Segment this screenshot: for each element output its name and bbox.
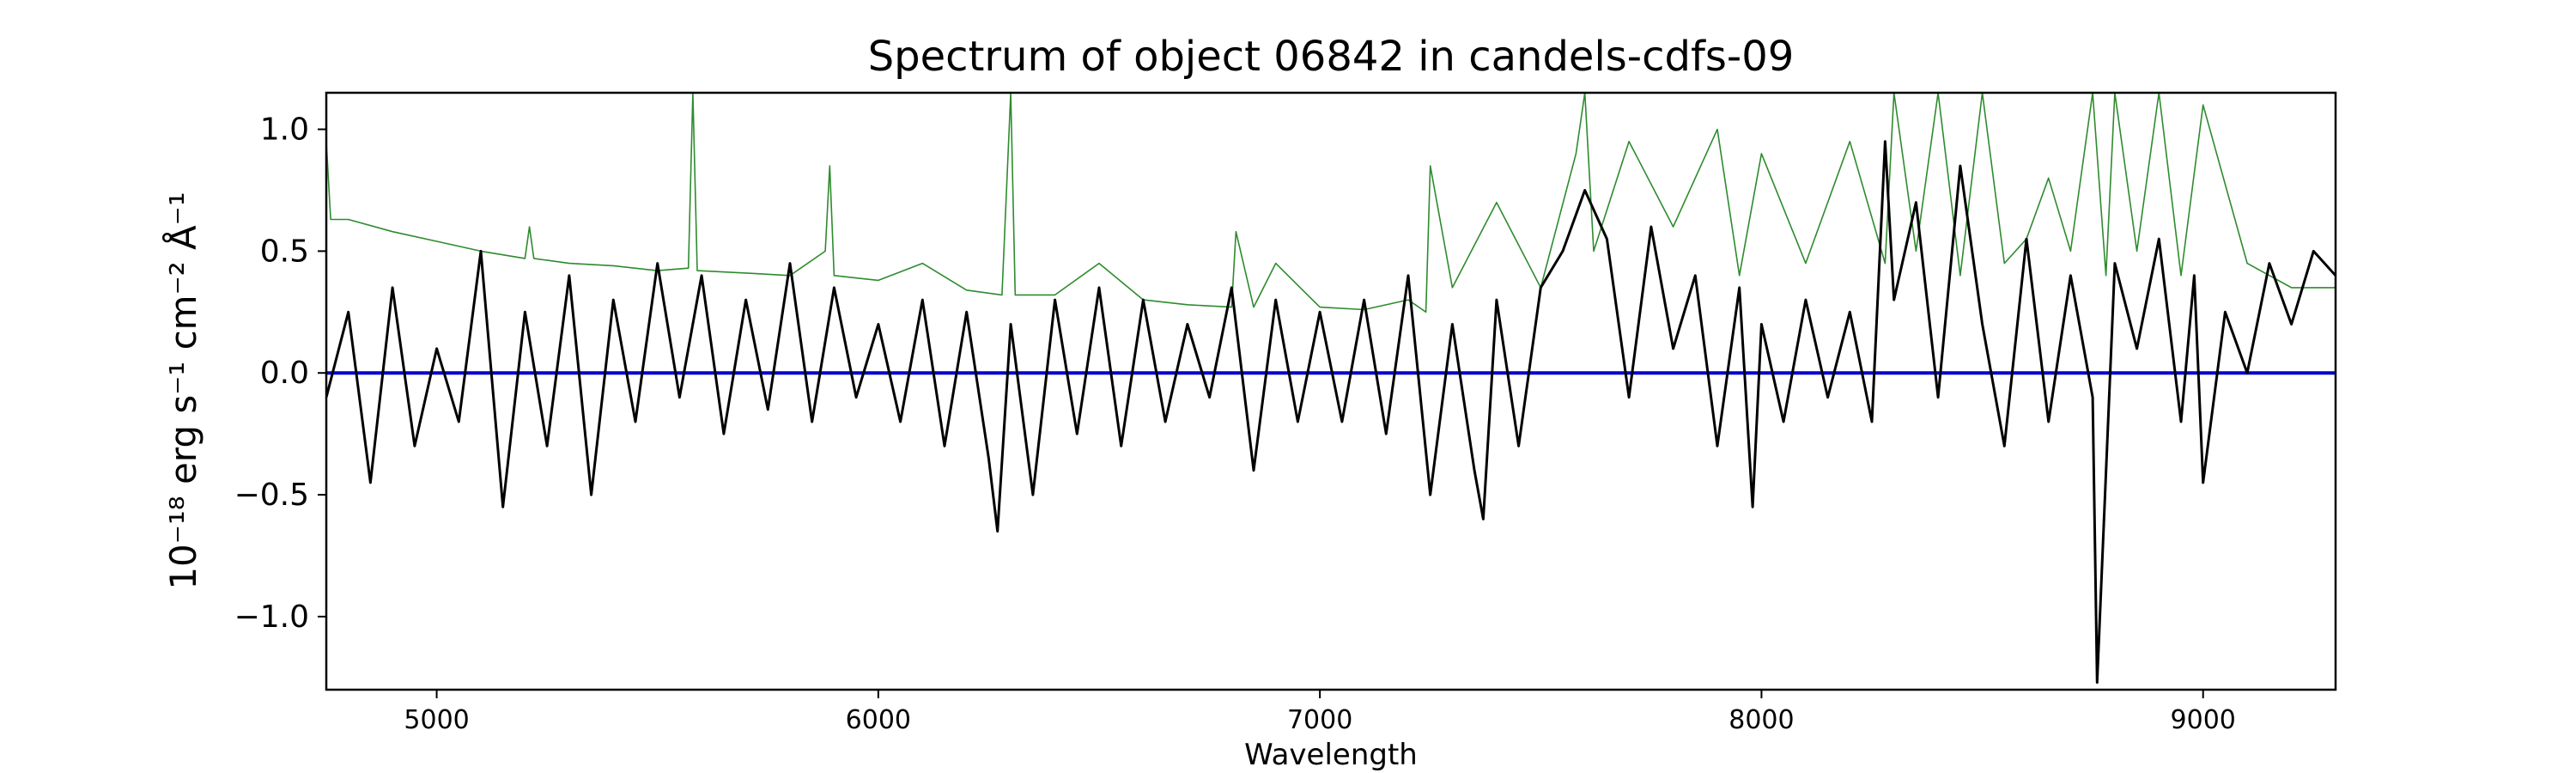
x-tick-label: 7000 [1287, 705, 1352, 735]
y-tick-label: 1.0 [260, 113, 309, 148]
chart-title: Spectrum of object 06842 in candels-cdfs… [868, 33, 1795, 81]
plot-frame [325, 91, 2337, 691]
x-tick-label: 8000 [1728, 705, 1794, 735]
series-layer [326, 93, 2336, 684]
x-tick-label: 5000 [404, 705, 469, 735]
x-ticks: 5000 6000 7000 8000 9000 [404, 690, 2236, 735]
x-tick-label: 9000 [2171, 705, 2236, 735]
y-tick-label: 0.0 [260, 356, 309, 391]
y-axis-label: 10⁻¹⁸ erg s⁻¹ cm⁻² Å⁻¹ [161, 192, 204, 589]
flux-series-line [326, 140, 2336, 684]
y-tick-label: −1.0 [234, 600, 309, 635]
x-tick-label: 6000 [846, 705, 911, 735]
y-tick-label: −0.5 [234, 478, 309, 513]
x-axis-label: Wavelength [1244, 738, 1418, 772]
y-ticks: −1.0 −0.5 0.0 0.5 1.0 [234, 113, 326, 635]
error-series-line [326, 93, 2336, 313]
y-tick-label: 0.5 [260, 234, 309, 269]
